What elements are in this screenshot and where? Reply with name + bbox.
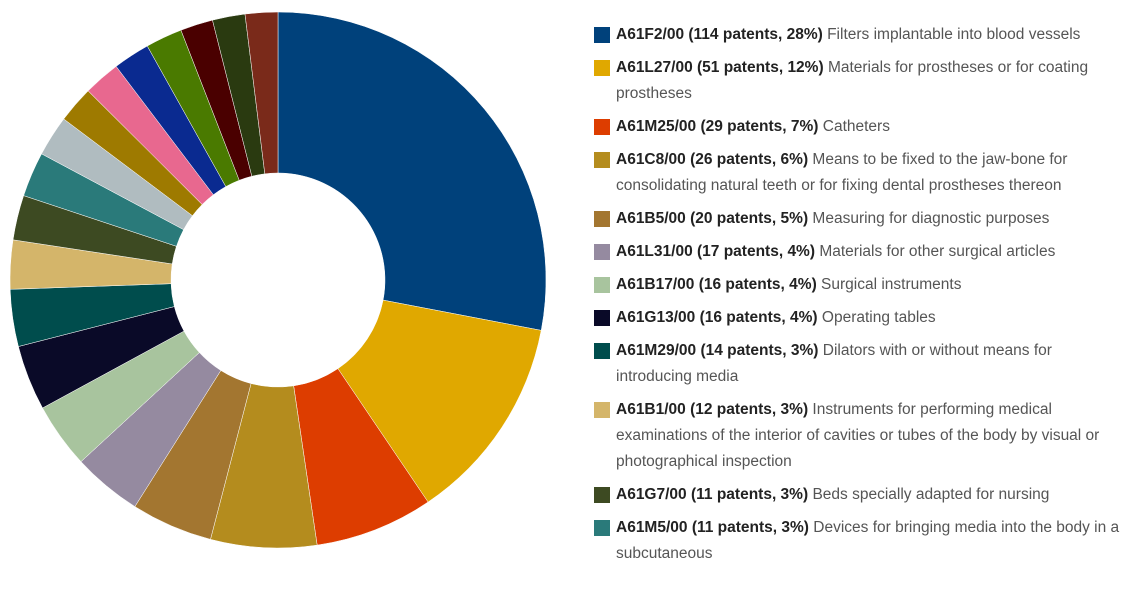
legend-description: Instruments for performing medical exami… [616,401,1100,470]
legend-label: A61C8/00 (26 patents, 6%) [616,151,809,168]
legend-label: A61M29/00 (14 patents, 3%) [616,342,819,359]
legend-swatch [594,119,610,135]
legend-swatch [594,402,610,418]
legend-label: A61B5/00 (20 patents, 5%) [616,210,809,227]
slice [244,11,279,175]
legend-item: A61C8/00 (26 patents, 6%) Means to be fi… [594,147,1126,199]
legend-swatch [594,277,610,293]
legend-swatch [594,60,610,76]
legend-description: Surgical instruments [821,276,962,293]
donut-chart [9,11,547,549]
legend-swatch [594,343,610,359]
legend-item: A61L31/00 (17 patents, 4%) Materials for… [594,239,1126,265]
legend-swatch [594,520,610,536]
legend-label: A61B17/00 (16 patents, 4%) [616,276,817,293]
legend-description: Measuring for diagnostic purposes [812,210,1050,227]
legend-item: A61M5/00 (11 patents, 3%) Devices for br… [594,515,1126,567]
legend-description: Catheters [822,118,890,135]
legend-swatch [594,244,610,260]
legend-item: A61L27/00 (51 patents, 12%) Materials fo… [594,55,1126,107]
legend-item: A61B1/00 (12 patents, 3%) Instruments fo… [594,397,1126,475]
legend-description: Devices for bringing media into the body… [616,519,1120,562]
legend-label: A61L31/00 (17 patents, 4%) [616,243,816,260]
legend-swatch [594,211,610,227]
legend: A61F2/00 (114 patents, 28%) Filters impl… [594,22,1126,574]
legend-label: A61F2/00 (114 patents, 28%) [616,26,823,43]
legend-item: A61G7/00 (11 patents, 3%) Beds specially… [594,482,1126,508]
legend-label: A61G7/00 (11 patents, 3%) [616,486,809,503]
legend-swatch [594,487,610,503]
legend-swatch [594,27,610,43]
legend-item: A61B5/00 (20 patents, 5%) Measuring for … [594,206,1126,232]
legend-description: Materials for prostheses or for coating … [616,59,1089,102]
legend-label: A61B1/00 (12 patents, 3%) [616,401,809,418]
legend-description: Means to be fixed to the jaw-bone for co… [616,151,1068,194]
legend-label: A61G13/00 (16 patents, 4%) [616,309,818,326]
legend-description: Operating tables [821,309,936,326]
legend-description: Dilators with or without means for intro… [616,342,1052,385]
slice [337,299,542,503]
legend-item: A61F2/00 (114 patents, 28%) Filters impl… [594,22,1126,48]
legend-label: A61L27/00 (51 patents, 12%) [616,59,824,76]
legend-swatch [594,310,610,326]
legend-swatch [594,152,610,168]
legend-item: A61G13/00 (16 patents, 4%) Operating tab… [594,305,1126,331]
legend-item: A61B17/00 (16 patents, 4%) Surgical inst… [594,272,1126,298]
legend-description: Materials for other surgical articles [819,243,1056,260]
legend-item: A61M29/00 (14 patents, 3%) Dilators with… [594,338,1126,390]
legend-item: A61M25/00 (29 patents, 7%) Catheters [594,114,1126,140]
slice [277,11,547,331]
legend-label: A61M5/00 (11 patents, 3%) [616,519,809,536]
legend-description: Filters implantable into blood vessels [827,26,1081,43]
legend-description: Beds specially adapted for nursing [812,486,1050,503]
legend-label: A61M25/00 (29 patents, 7%) [616,118,819,135]
